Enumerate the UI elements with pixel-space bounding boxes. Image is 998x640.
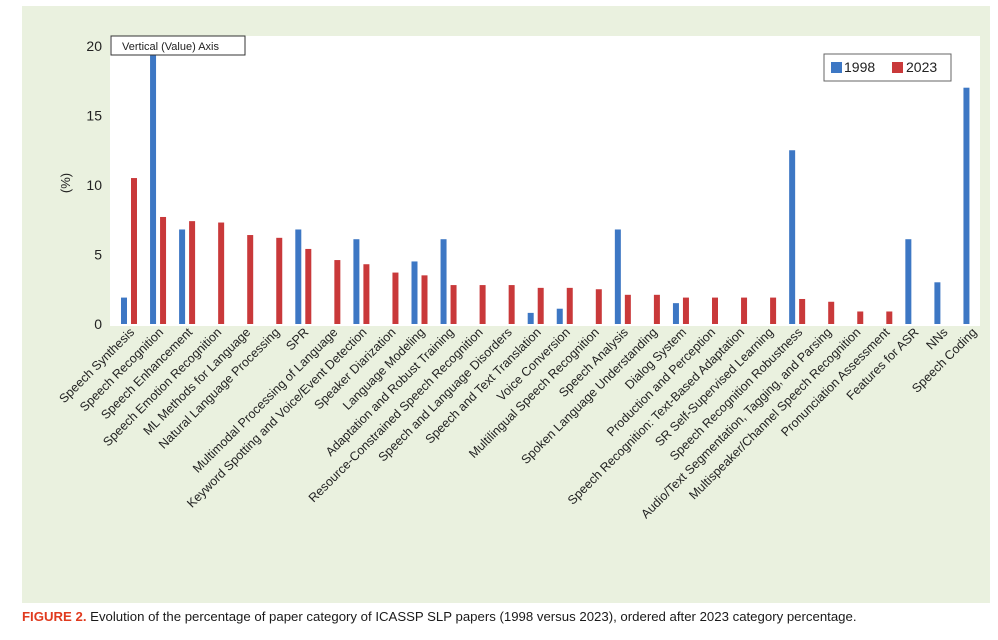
bar-2023 <box>247 235 254 324</box>
bar-2023 <box>537 287 544 324</box>
y-tick-label: 5 <box>94 247 102 263</box>
caption-label: FIGURE 2. <box>22 609 87 624</box>
bar-2023 <box>712 297 718 324</box>
bar-2023 <box>682 297 689 324</box>
bar-2023 <box>334 260 341 324</box>
bar-1998 <box>150 39 157 325</box>
axis-tooltip-text: Vertical (Value) Axis <box>122 41 220 53</box>
bar-2023 <box>770 297 777 324</box>
y-tick-label: 10 <box>86 177 102 193</box>
bar-1998 <box>527 312 534 324</box>
caption-text: Evolution of the percentage of paper cat… <box>86 609 857 624</box>
bar-1998 <box>411 261 418 324</box>
y-tick-label: 15 <box>86 108 102 124</box>
bar-1998 <box>934 282 941 324</box>
bar-2023 <box>131 178 137 324</box>
bar-2023 <box>479 285 486 324</box>
bar-2023 <box>828 301 835 324</box>
bar-2023 <box>450 285 457 324</box>
bar-2023 <box>276 237 283 324</box>
legend-box <box>823 53 952 82</box>
y-tick-label: 0 <box>94 316 102 332</box>
bar-2023 <box>421 275 428 324</box>
bar-1998 <box>295 229 302 324</box>
bar-1998 <box>556 308 563 324</box>
legend-swatch-2023 <box>892 62 903 73</box>
bar-2023 <box>566 287 573 324</box>
bar-2023 <box>392 272 399 324</box>
bar-2023 <box>653 294 660 324</box>
bar-1998 <box>353 239 360 324</box>
bar-2023 <box>218 222 225 324</box>
bar-2023 <box>305 248 312 324</box>
bar-1998 <box>614 229 621 324</box>
bar-2023 <box>160 216 167 324</box>
x-tick-label: Keyword Spotting and Voice/Event Detecti… <box>184 325 369 510</box>
bar-2023 <box>886 311 893 324</box>
bar-2023 <box>595 289 602 324</box>
plot-area <box>110 36 980 326</box>
y-tick-labels: 0 5 10 15 20 <box>86 38 102 332</box>
bar-2023 <box>741 297 748 324</box>
axis-tooltip: Vertical (Value) Axis <box>110 35 246 56</box>
bar-2023 <box>363 264 370 324</box>
bar-marks <box>121 39 970 325</box>
legend-label-1998: 1998 <box>844 59 875 75</box>
bar-2023 <box>857 311 864 324</box>
bar-1998 <box>440 239 447 324</box>
bar-1998 <box>905 239 912 324</box>
bar-1998 <box>672 303 679 324</box>
legend-label-2023: 2023 <box>906 59 937 75</box>
y-tick-label: 20 <box>86 38 102 54</box>
bar-2023 <box>508 285 515 324</box>
legend-swatch-1998 <box>831 62 842 73</box>
bar-1998 <box>789 150 796 324</box>
bar-2023 <box>189 221 196 324</box>
chart-panel: 0 5 10 15 20 (%) Speech Synthesis Speech Reco… <box>22 6 990 603</box>
bar-1998 <box>121 297 127 324</box>
bar-2023 <box>624 294 631 324</box>
bar-1998 <box>963 87 970 324</box>
y-axis-label: (%) <box>58 173 73 193</box>
bar-1998 <box>179 229 186 324</box>
figure-caption: FIGURE 2. Evolution of the percentage of… <box>22 609 990 624</box>
legend: 1998 2023 <box>823 53 952 82</box>
bar-2023 <box>799 298 806 324</box>
